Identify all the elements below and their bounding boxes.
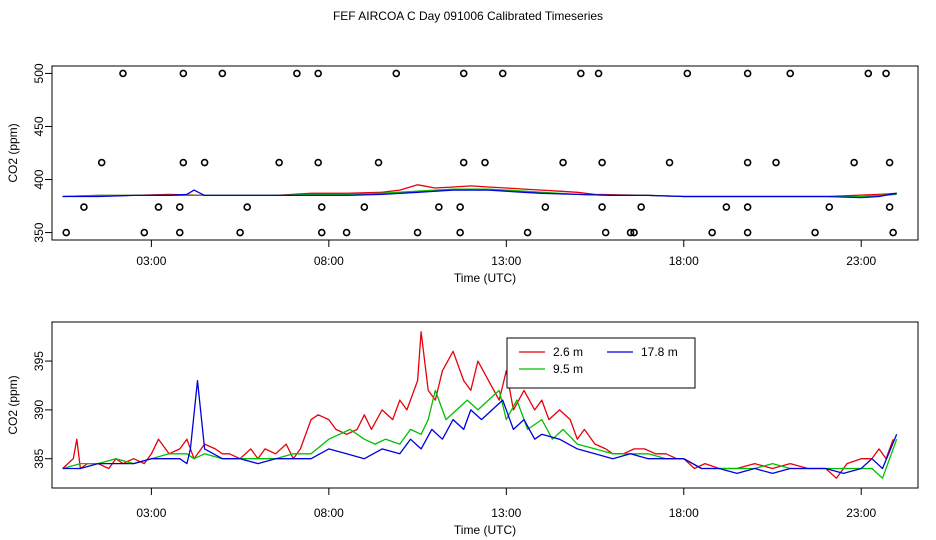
data-point [743,228,752,237]
data-point [743,69,752,78]
data-point [722,203,731,211]
y-tick-label: 450 [32,116,46,136]
data-point [456,228,464,237]
data-point [342,228,351,237]
x-tick-label: 18:00 [669,506,699,520]
legend-box [506,337,696,389]
data-point [119,69,127,78]
panel-bottom: 03:00 08:00 13:00 18:00 23:00 385 390 395 Time (… [6,321,919,537]
data-point [218,69,227,78]
legend-label: 9.5 m [553,362,583,376]
data-point [885,203,894,211]
data-point [275,158,283,167]
data-point [743,158,752,167]
series-line-26m [62,331,894,479]
data-point [630,228,638,237]
data-point [850,158,858,167]
y-tick-label: 350 [32,222,46,242]
data-point [772,158,780,167]
data-point [236,228,244,237]
x-tick-label: 13:00 [491,254,521,268]
data-point [459,158,468,167]
data-point [200,158,209,167]
x-axis-label: Time (UTC) [454,271,516,285]
x-tick-label: 23:00 [846,254,876,268]
data-point [314,69,322,78]
data-point [97,158,106,167]
x-tick-label: 03:00 [136,254,166,268]
x-tick-label: 08:00 [314,506,344,520]
data-point [293,69,301,78]
legend: 2.6 m 9.5 m 17.8 m [506,337,696,389]
data-point [665,158,674,167]
chart-title: FEF AIRCOA C Day 091006 Calibrated Times… [332,9,604,23]
y-tick-label: 400 [32,169,46,189]
y-tick-label: 385 [32,448,46,468]
x-tick-label: 08:00 [314,254,344,268]
data-point [413,228,422,237]
data-point [864,69,873,78]
data-point [175,228,184,237]
data-point [811,228,819,237]
data-point [683,69,692,78]
series-line-95m [62,389,898,479]
y-axis-label: CO2 (ppm) [6,375,20,434]
x-tick-label: 23:00 [846,506,876,520]
data-point [317,203,326,211]
data-point [577,69,585,78]
data-point [708,228,716,237]
panel-top: 03:00 08:00 13:00 18:00 23:00 350 400 450 500 Tim… [6,63,919,285]
data-point [179,158,188,167]
data-point [179,69,188,78]
data-point [243,203,252,211]
data-point [559,158,567,167]
data-point [743,203,752,211]
data-point [481,158,489,167]
legend-label: 2.6 m [553,345,583,359]
data-point [541,203,550,211]
x-tick-label: 18:00 [669,254,699,268]
data-point [62,228,70,237]
y-tick-label: 500 [32,63,46,83]
data-point [80,203,88,211]
data-point [786,69,795,78]
plot-frame [51,65,919,241]
y-axis-label: CO2 (ppm) [6,123,20,182]
data-point [314,158,322,167]
data-point [598,158,606,167]
data-point [825,203,834,211]
legend-label: 17.8 m [641,345,678,359]
data-point [523,228,532,237]
y-tick-label: 395 [32,351,46,371]
series-line-178m [62,189,897,199]
plot-frame [51,321,919,489]
data-point [598,203,606,211]
data-point [435,203,443,211]
y-tick-label: 390 [32,400,46,420]
x-axis-label: Time (UTC) [454,523,516,537]
data-point [392,69,401,78]
data-point [498,69,507,78]
data-point [459,69,468,78]
data-point [317,228,326,237]
series-line-178m [62,379,898,475]
data-point [360,203,369,211]
data-point [882,69,890,78]
x-tick-label: 13:00 [491,506,521,520]
data-point [637,203,645,211]
x-tick-label: 03:00 [136,506,166,520]
data-point [456,203,464,211]
data-point [154,203,163,211]
data-point [594,69,603,78]
data-point [626,228,635,237]
data-point [374,158,383,167]
data-point [885,158,894,167]
data-point [601,228,610,237]
data-point [175,203,184,211]
data-point [140,228,149,237]
data-point [889,228,897,237]
